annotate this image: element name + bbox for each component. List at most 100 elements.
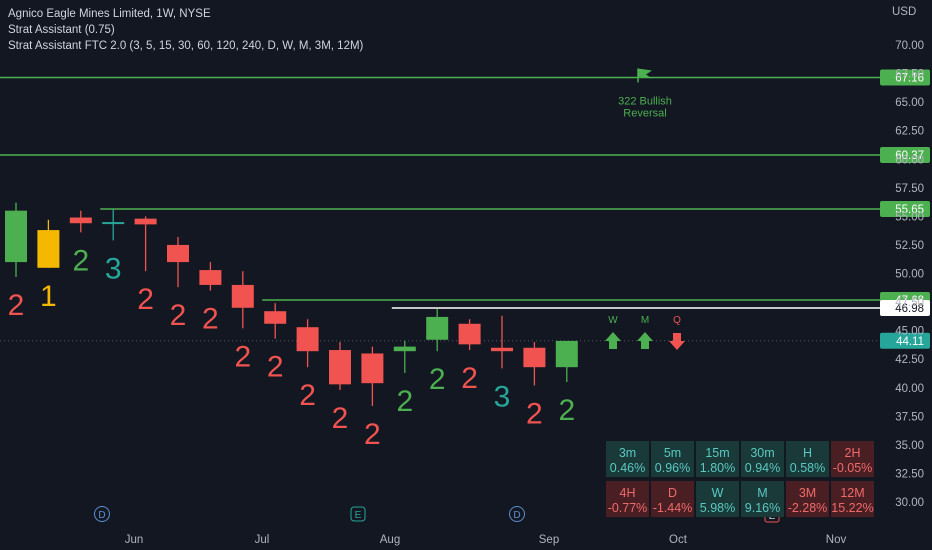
price-level-tag-label: 67.16 <box>895 72 924 84</box>
ftc-timeframe: M <box>757 486 767 500</box>
ftc-cell <box>831 441 874 477</box>
candle <box>523 342 546 386</box>
candle-body <box>491 347 513 352</box>
y-tick-label: 40.00 <box>895 383 924 395</box>
ftc-cell <box>741 441 784 477</box>
candle <box>393 340 416 373</box>
candles <box>5 202 578 407</box>
x-tick-label: Jul <box>255 534 270 546</box>
candle-body <box>5 210 27 263</box>
event-marker-letter: D <box>98 510 105 521</box>
indicator-strat-assistant[interactable]: Strat Assistant (0.75) <box>8 24 115 36</box>
candle <box>199 262 222 291</box>
ftc-percent: 0.94% <box>745 461 780 475</box>
ftc-percent: -0.77% <box>608 501 648 515</box>
ftc-timeframe: 2H <box>845 446 861 460</box>
arrow-up-icon <box>605 332 621 349</box>
symbol-title[interactable]: Agnico Eagle Mines Limited, 1W, NYSE <box>8 8 211 20</box>
candle <box>37 219 60 268</box>
price-level-tag-label: 60.37 <box>895 150 924 162</box>
ftc-timeframe: 12M <box>840 486 864 500</box>
ftc-percent: 0.46% <box>610 461 645 475</box>
candle-body <box>523 347 546 368</box>
arrow-down-icon <box>669 333 685 350</box>
x-tick-label: Nov <box>826 534 847 546</box>
price-level-tag <box>880 147 930 164</box>
price-level-tag <box>880 200 930 217</box>
ftc-arrow-label: M <box>641 315 649 326</box>
ftc-timeframe: 3M <box>799 486 816 500</box>
candle-body <box>264 311 287 324</box>
candle-body <box>426 316 449 340</box>
x-tick-label: Jun <box>125 534 144 546</box>
candle <box>491 315 513 369</box>
y-tick-label: 35.00 <box>895 440 924 452</box>
y-tick-label: 62.50 <box>895 126 924 138</box>
candle-body <box>555 340 578 368</box>
strat-label: 2 <box>170 299 187 332</box>
candle <box>102 209 125 241</box>
ftc-percent: 1.80% <box>700 461 735 475</box>
ftc-percent: -1.44% <box>653 501 693 515</box>
ftc-cell <box>696 481 739 517</box>
ftc-percent: -0.05% <box>833 461 873 475</box>
ftc-arrow-label: Q <box>673 315 681 326</box>
candle-body <box>329 350 351 385</box>
y-tick-label: 50.00 <box>895 269 924 281</box>
strat-label: 2 <box>299 379 316 412</box>
candle-body <box>69 217 92 224</box>
annotation-text: 322 Bullish <box>618 95 672 107</box>
price-level-tag <box>880 332 930 349</box>
ftc-cell <box>651 481 694 517</box>
candle <box>231 271 254 329</box>
ftc-cell <box>741 481 784 517</box>
currency-label: USD <box>892 6 916 18</box>
y-tick-label: 47.50 <box>895 297 924 309</box>
time-axis[interactable]: Jun Jul Aug Sep Oct Nov <box>125 534 847 546</box>
price-level-tag <box>880 69 930 86</box>
candle <box>555 340 578 383</box>
y-tick-label: 57.50 <box>895 183 924 195</box>
ftc-timeframe: H <box>803 446 812 460</box>
indicator-ftc[interactable]: Strat Assistant FTC 2.0 (3, 5, 15, 30, 6… <box>8 40 364 52</box>
y-tick-label: 37.50 <box>895 411 924 423</box>
ftc-timeframe: 4H <box>620 486 636 500</box>
price-level-tag-label: 55.65 <box>895 204 924 216</box>
arrow-up-icon <box>637 332 653 349</box>
strat-label: 2 <box>72 244 89 277</box>
candle <box>134 216 157 272</box>
candle-body <box>296 327 319 352</box>
ftc-percent: 9.16% <box>745 501 780 515</box>
ftc-timeframe: W <box>712 486 724 500</box>
ftc-cell <box>786 441 829 477</box>
event-marker-letter: E <box>355 510 362 521</box>
x-tick-label: Aug <box>380 534 400 546</box>
earnings-marker-icon <box>350 506 366 522</box>
annotation-text: Reversal <box>623 107 666 119</box>
price-level-tag-label: 44.11 <box>896 336 924 348</box>
ftc-timeframe: 5m <box>664 446 681 460</box>
strat-label: 1 <box>40 280 57 313</box>
candle <box>329 342 351 391</box>
strat-label: 2 <box>8 289 25 322</box>
strat-label: 3 <box>494 380 511 413</box>
ftc-arrow-label: W <box>608 315 618 326</box>
candle-body <box>199 270 222 285</box>
ftc-percent: 15.22% <box>831 501 873 515</box>
ftc-cell <box>606 481 649 517</box>
strat-label: 2 <box>429 363 446 396</box>
x-tick-label: Oct <box>669 534 688 546</box>
candle <box>264 303 287 339</box>
y-tick-label: 32.50 <box>895 468 924 480</box>
price-axis[interactable]: USD 70.00 67.50 65.00 62.50 60.00 57.50 55.00 52… <box>892 6 924 509</box>
candle <box>69 210 92 233</box>
strat-label: 2 <box>558 394 575 427</box>
y-tick-label: 52.50 <box>895 240 924 252</box>
dividend-marker-icon <box>509 506 525 522</box>
ftc-percent: 5.98% <box>700 501 735 515</box>
y-tick-label: 60.00 <box>895 154 924 166</box>
candle <box>361 346 384 407</box>
y-tick-label: 42.50 <box>895 354 924 366</box>
candle <box>458 319 481 351</box>
